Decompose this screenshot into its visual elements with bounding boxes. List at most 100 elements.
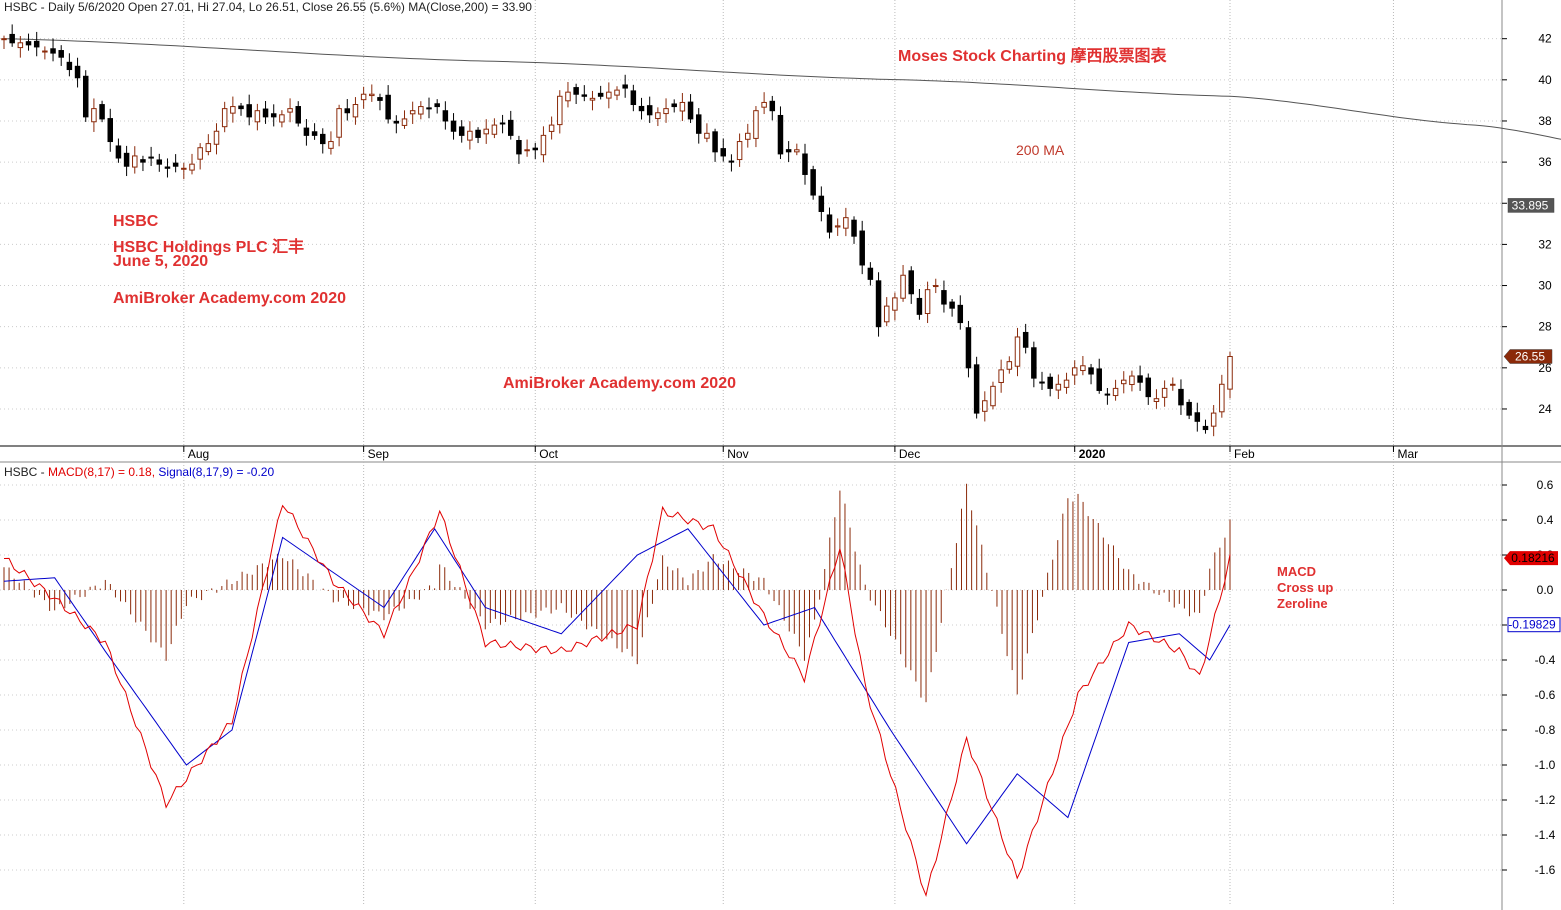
candle-body [1137,375,1143,383]
candle-body [704,132,710,139]
candle [965,320,972,378]
candle-body [810,169,816,196]
candle [91,98,97,132]
candle [50,38,56,62]
candle-body [360,93,367,101]
candle [1202,419,1209,434]
candle-body [794,149,800,153]
candle-body [181,167,187,170]
candle [957,295,964,330]
candle-body [197,147,203,160]
macd-tag-text: 0.18216 [1511,551,1555,565]
candle-body [1031,347,1037,379]
candle-body [311,131,318,136]
macd-header: HSBC - MACD(8,17) = 0.18, Signal(8,17,9)… [4,465,274,479]
candle-body [1047,376,1053,389]
candle [401,110,408,129]
candle [303,119,310,146]
price-y-label: 24 [1538,402,1552,416]
candle [565,81,571,108]
candle-body [859,230,865,266]
candle-body [148,156,154,159]
candles [1,24,1233,437]
candle [671,99,677,113]
candle-body [246,104,252,118]
candle [745,123,751,148]
candle [548,116,555,140]
macd-y-label: -0.8 [1535,723,1556,737]
candle [892,292,898,321]
candle [1039,371,1045,390]
candle-body [777,114,784,155]
candle-body [140,159,146,163]
candle [655,107,661,127]
candle [761,92,767,115]
candle [843,207,849,237]
candle-body [916,297,923,315]
candle-body [1219,383,1225,413]
candle-body [1006,361,1013,370]
candle [1080,356,1086,376]
candle-body [1039,381,1045,384]
macd-y-label: -1.4 [1535,828,1556,842]
candle [205,134,212,156]
candle [859,220,865,275]
candle-body [867,267,874,280]
candle [311,123,318,140]
candle [230,96,236,123]
candle [916,288,923,320]
candle-body [941,290,947,305]
candle-body [581,94,588,97]
candle-body [156,159,163,165]
candle-body [597,92,604,97]
candle-body [687,101,694,120]
candle [1120,371,1127,394]
candle [516,135,522,164]
candle [720,138,727,162]
candle-body [524,149,530,152]
candle-body [933,285,939,288]
candle [270,104,277,127]
candle-body [279,114,285,123]
candle [1161,380,1168,407]
candle [221,101,228,133]
candle-body [1120,379,1127,385]
candle-body [892,297,898,311]
candle-body [695,114,702,134]
candle [254,103,261,131]
candle-body [614,89,620,96]
candle-body [826,214,833,233]
ticker-annotation: HSBC [113,213,159,230]
candle-body [303,127,310,136]
candle [1096,358,1102,394]
macd-note-line-1: MACD [1277,564,1316,579]
candle [532,142,539,160]
candle-body [458,126,465,136]
candle-body [851,219,857,237]
candle [1014,327,1021,377]
candle-body [328,141,334,149]
candle [450,113,457,140]
price-y-label: 28 [1538,320,1552,334]
price-header: HSBC - Daily 5/6/2020 Open 27.01, Hi 27.… [4,0,532,14]
macd-y-label: 0.4 [1537,513,1554,527]
price-y-label: 30 [1538,279,1552,293]
candle-body [99,104,105,120]
candle-body [949,301,955,309]
site-annotation-1: AmiBroker Academy.com 2020 [113,290,346,307]
x-tick-label: Feb [1234,447,1255,461]
candle [9,24,15,47]
candle-body [213,130,220,145]
candle-body [426,107,432,110]
candle-body [189,163,195,171]
macd-header-signal: Signal(8,17,9) = -0.20 [155,465,275,479]
candle [475,127,481,144]
candle-body [352,104,359,118]
candle-body [172,162,179,167]
candle-body [900,274,906,299]
signal-tag-text: -0.19829 [1508,618,1556,632]
candle [1063,372,1070,394]
candle [646,96,653,123]
candle-body [442,110,449,122]
candle [949,298,955,317]
